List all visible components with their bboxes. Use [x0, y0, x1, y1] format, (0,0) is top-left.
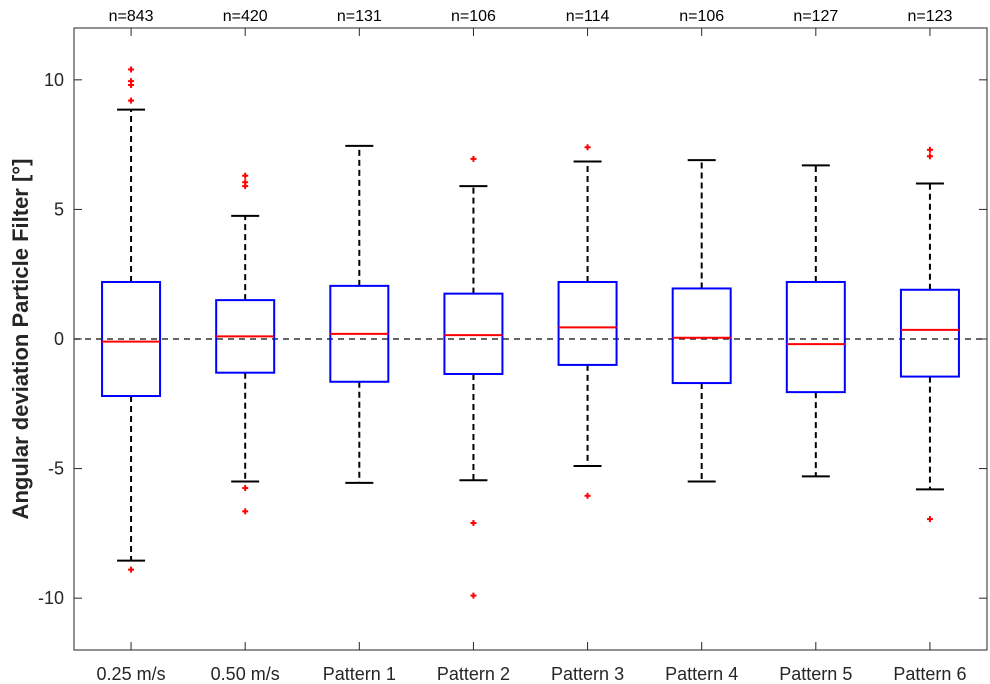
- count-labels-layer: n=843 n=420 n=131 n=106 n=114 n=106 n=127 n=123: [109, 8, 953, 25]
- y-tick-label: 10: [44, 70, 64, 90]
- box-group-2: [215, 172, 276, 515]
- count-label: n=127: [793, 8, 838, 25]
- outlier-marker: [584, 144, 591, 151]
- iqr-box: [557, 280, 618, 366]
- x-tick-label: Pattern 5: [779, 664, 852, 684]
- outlier-marker: [926, 146, 933, 153]
- y-tick-label: -10: [38, 588, 64, 608]
- count-label: n=123: [907, 8, 952, 25]
- box-group-7: [785, 164, 846, 478]
- iqr-box: [101, 280, 162, 398]
- outlier-marker: [242, 508, 249, 515]
- count-label: n=114: [566, 8, 610, 25]
- x-tick-label: 0.50 m/s: [211, 664, 280, 684]
- count-label: n=106: [679, 8, 724, 25]
- axes-layer: -10 -5 0 5 10 0.25 m/s 0.50 m/s Pattern 1 Patter…: [38, 28, 987, 684]
- outlier-marker: [128, 566, 135, 573]
- box-group-4: [443, 155, 504, 599]
- x-tick-label: Pattern 3: [551, 664, 624, 684]
- outlier-marker: [128, 78, 135, 85]
- count-label: n=420: [223, 8, 268, 25]
- y-tick-label: 5: [54, 199, 64, 219]
- iqr-box: [671, 287, 732, 385]
- outlier-marker: [128, 97, 135, 104]
- count-label: n=843: [109, 8, 154, 25]
- outlier-marker: [926, 516, 933, 523]
- outlier-marker: [128, 66, 135, 73]
- iqr-box: [785, 280, 846, 394]
- x-tick-label: Pattern 2: [437, 664, 510, 684]
- x-tick-label: Pattern 1: [323, 664, 396, 684]
- count-label: n=131: [337, 8, 382, 25]
- x-tick-label: Pattern 4: [665, 664, 738, 684]
- outlier-marker: [470, 592, 477, 599]
- outlier-marker: [242, 172, 249, 179]
- box-group-3: [329, 144, 390, 484]
- outlier-marker: [584, 492, 591, 499]
- outlier-marker: [242, 179, 249, 186]
- y-tick-label: -5: [48, 459, 64, 479]
- outlier-marker: [470, 155, 477, 162]
- outlier-marker: [242, 485, 249, 492]
- box-group-8: [899, 146, 960, 523]
- x-tick-label: 0.25 m/s: [97, 664, 166, 684]
- box-group-6: [671, 159, 732, 483]
- outlier-marker: [926, 153, 933, 160]
- boxes-layer: [101, 66, 960, 599]
- iqr-box: [899, 288, 960, 378]
- count-label: n=106: [451, 8, 496, 25]
- x-tick-label: Pattern 6: [893, 664, 966, 684]
- box-group-1: [101, 66, 162, 573]
- iqr-box: [443, 292, 504, 375]
- outlier-marker: [470, 520, 477, 527]
- y-axis-title: Angular deviation Particle Filter [°]: [8, 159, 33, 520]
- box-group-5: [557, 144, 618, 499]
- y-tick-label: 0: [54, 329, 64, 349]
